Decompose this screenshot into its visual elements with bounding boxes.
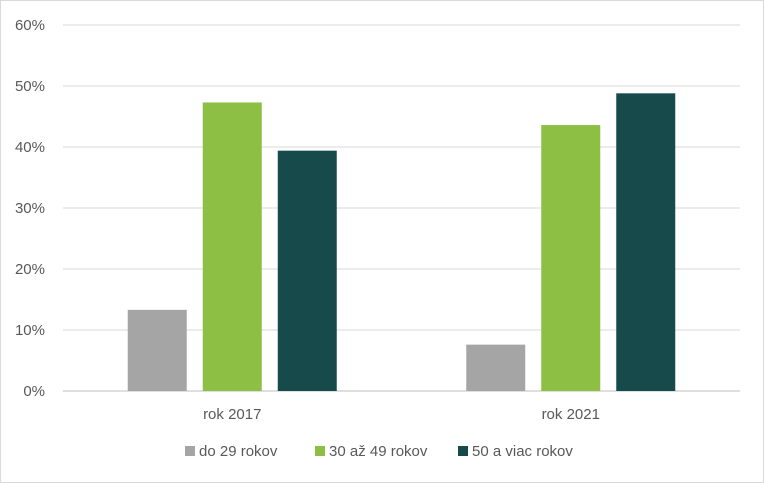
y-axis-tick-labels: 0% 10% 20% 30% 40% 50% 60%	[15, 17, 45, 400]
y-tick-label: 20%	[15, 261, 45, 278]
legend-swatch	[185, 446, 195, 456]
y-tick-label: 10%	[15, 322, 45, 339]
bars	[127, 93, 676, 391]
x-axis-category-labels: rok 2017 rok 2021	[203, 406, 600, 423]
bar-2-1	[202, 102, 262, 391]
y-tick-label: 60%	[15, 17, 45, 34]
legend: do 29 rokov 30 až 49 rokov 50 a viac rokov	[185, 443, 573, 460]
y-tick-label: 40%	[15, 139, 45, 156]
bar-3-2	[616, 93, 676, 391]
y-tick-label: 0%	[23, 383, 45, 400]
bar-2-2	[541, 125, 601, 391]
legend-swatch	[458, 446, 468, 456]
legend-label: do 29 rokov	[199, 443, 278, 460]
legend-label: 30 až 49 rokov	[329, 443, 428, 460]
bar-3-1	[277, 150, 337, 391]
bar-1-2	[466, 344, 526, 391]
y-tick-label: 30%	[15, 200, 45, 217]
bar-1-1	[127, 309, 187, 391]
x-category-label: rok 2017	[203, 406, 261, 423]
legend-swatch	[315, 446, 325, 456]
legend-label: 50 a viac rokov	[472, 443, 573, 460]
y-tick-label: 50%	[15, 78, 45, 95]
x-category-label: rok 2021	[542, 406, 600, 423]
